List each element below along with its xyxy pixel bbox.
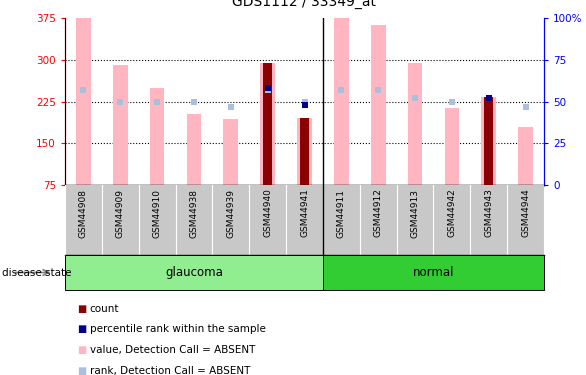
Bar <box>260 63 275 185</box>
Bar <box>113 65 128 185</box>
Point <box>373 87 383 93</box>
Text: GSM44913: GSM44913 <box>411 189 420 237</box>
Point <box>410 95 420 101</box>
Bar <box>263 63 272 185</box>
Text: percentile rank within the sample: percentile rank within the sample <box>90 324 265 334</box>
Text: ■: ■ <box>77 345 86 355</box>
Point <box>189 99 199 105</box>
Text: GSM44941: GSM44941 <box>300 189 309 237</box>
Point <box>447 99 456 105</box>
Text: glaucoma: glaucoma <box>165 266 223 279</box>
Point <box>300 99 309 105</box>
Text: rank, Detection Call = ABSENT: rank, Detection Call = ABSENT <box>90 366 250 375</box>
Text: ■: ■ <box>77 324 86 334</box>
Bar <box>297 118 312 185</box>
Point <box>484 95 493 101</box>
Point <box>152 99 162 105</box>
Bar <box>65 255 323 290</box>
Text: GSM44938: GSM44938 <box>189 189 199 237</box>
Bar <box>334 18 349 185</box>
Text: GSM44943: GSM44943 <box>484 189 493 237</box>
Text: GSM44908: GSM44908 <box>79 189 88 237</box>
Point <box>337 87 346 93</box>
Text: GSM44942: GSM44942 <box>447 189 456 237</box>
Point <box>263 85 272 91</box>
Bar <box>150 88 165 185</box>
Text: ■: ■ <box>77 366 86 375</box>
Text: GSM44944: GSM44944 <box>521 189 530 237</box>
Point <box>115 99 125 105</box>
Bar <box>481 97 496 185</box>
Bar <box>518 126 533 185</box>
Text: GSM44911: GSM44911 <box>337 189 346 237</box>
Text: GSM44940: GSM44940 <box>263 189 272 237</box>
Text: value, Detection Call = ABSENT: value, Detection Call = ABSENT <box>90 345 255 355</box>
Point <box>300 102 309 108</box>
Text: ■: ■ <box>77 304 86 314</box>
Bar <box>371 25 386 185</box>
Bar <box>323 255 544 290</box>
Bar <box>76 15 91 185</box>
Text: normal: normal <box>413 266 454 279</box>
Text: GDS1112 / 33349_at: GDS1112 / 33349_at <box>233 0 376 9</box>
Text: count: count <box>90 304 119 314</box>
Text: GSM44909: GSM44909 <box>116 189 125 237</box>
Text: disease state: disease state <box>2 267 71 278</box>
Text: GSM44912: GSM44912 <box>374 189 383 237</box>
Point <box>226 104 236 110</box>
Bar <box>445 108 459 185</box>
Bar <box>186 114 202 185</box>
Point <box>263 87 272 93</box>
Point <box>521 104 530 110</box>
Point <box>484 95 493 101</box>
Bar <box>300 118 309 185</box>
Text: GSM44910: GSM44910 <box>152 189 162 237</box>
Bar <box>484 97 493 185</box>
Bar <box>223 119 238 185</box>
Text: GSM44939: GSM44939 <box>226 189 236 237</box>
Bar <box>408 63 423 185</box>
Point <box>79 87 88 93</box>
